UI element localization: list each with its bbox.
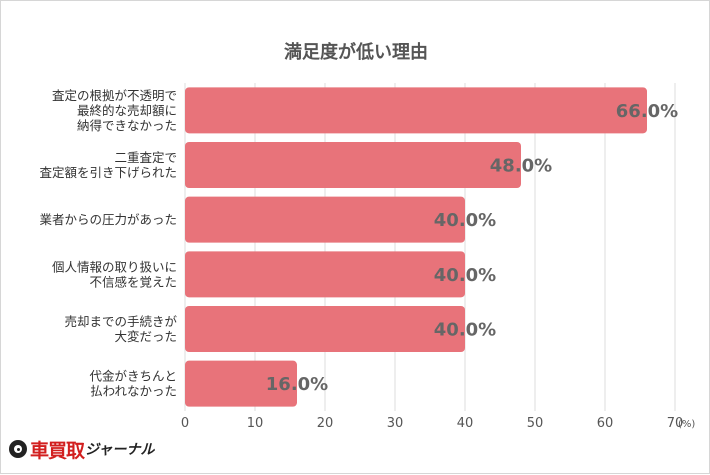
logo-sub-text: ジャーナル xyxy=(85,442,155,458)
category-label-line: 大変だった xyxy=(114,329,177,344)
logo-main-text: 車買取 xyxy=(30,439,85,462)
category-label: 個人情報の取り扱いに不信感を覚えた xyxy=(52,259,177,289)
category-label-line: 不信感を覚えた xyxy=(89,274,177,289)
bar xyxy=(185,306,465,352)
category-label-line: 業者からの圧力があった xyxy=(39,212,177,227)
x-tick-label: 10 xyxy=(247,416,264,431)
category-label: 二重査定で査定額を引き下げられた xyxy=(39,150,177,180)
value-label: 40.0% xyxy=(434,320,496,341)
category-label-line: 二重査定で xyxy=(114,150,177,165)
category-label-line: 個人情報の取り扱いに xyxy=(52,259,177,274)
value-label: 40.0% xyxy=(434,265,496,286)
x-tick-label: 40 xyxy=(457,416,474,431)
value-labels: 66.0% 48.0% 40.0% 40.0% 40.0% 16.0% xyxy=(266,101,678,395)
x-axis-ticks: 0 10 20 30 40 50 60 70 xyxy=(181,416,683,431)
category-label-line: 納得できなかった xyxy=(77,118,177,133)
x-tick-label: 0 xyxy=(181,416,189,431)
category-label: 業者からの圧力があった xyxy=(39,212,177,227)
tire-icon xyxy=(9,440,27,458)
chart-title: 満足度が低い理由 xyxy=(284,41,428,63)
x-axis-unit: (%) xyxy=(678,419,695,430)
bar xyxy=(185,360,297,407)
x-tick-label: 20 xyxy=(317,416,334,431)
x-tick-label: 50 xyxy=(527,416,544,431)
category-label-line: 売却までの手続きが xyxy=(64,314,177,329)
category-label-line: 払われなかった xyxy=(90,384,177,399)
category-label-line: 最終的な売却額に xyxy=(77,103,177,118)
value-label: 66.0% xyxy=(616,101,678,122)
category-labels: 査定の根拠が不透明で最終的な売却額に納得できなかった二重査定で査定額を引き下げら… xyxy=(39,88,177,399)
bar xyxy=(185,196,465,243)
category-label-line: 代金がきちんと xyxy=(89,369,177,384)
category-label: 売却までの手続きが大変だった xyxy=(64,314,177,344)
category-label-line: 査定の根拠が不透明で xyxy=(52,88,177,103)
bar xyxy=(185,87,647,134)
x-tick-label: 30 xyxy=(387,416,404,431)
value-label: 48.0% xyxy=(490,156,552,177)
site-logo: 車買取 ジャーナル xyxy=(9,437,155,462)
bars xyxy=(185,87,647,407)
grid-lines xyxy=(184,83,676,411)
category-label: 査定の根拠が不透明で最終的な売却額に納得できなかった xyxy=(52,88,177,133)
bar xyxy=(185,251,465,298)
bar xyxy=(185,142,521,188)
value-label: 16.0% xyxy=(266,374,328,395)
category-label: 代金がきちんと払われなかった xyxy=(89,369,177,399)
category-label-line: 査定額を引き下げられた xyxy=(39,165,177,180)
x-tick-label: 70 xyxy=(667,416,684,431)
value-label: 40.0% xyxy=(434,210,496,231)
x-tick-label: 60 xyxy=(597,416,614,431)
